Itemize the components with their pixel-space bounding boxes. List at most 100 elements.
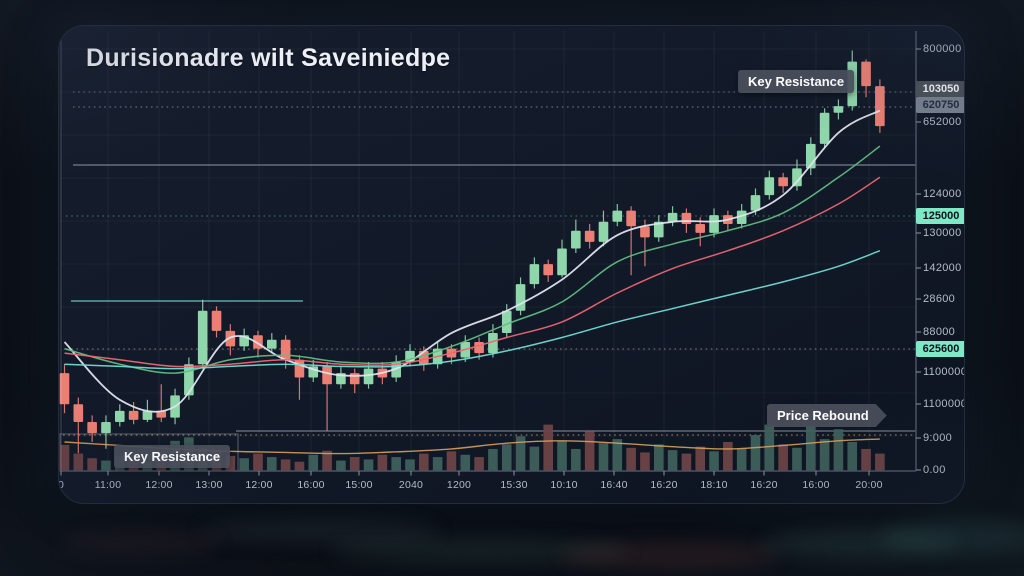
ma-slowest-line	[64, 250, 881, 370]
candle-body	[640, 226, 650, 238]
y-axis-label: 1100000	[923, 397, 965, 410]
candle-body	[142, 410, 153, 420]
candle-body	[736, 210, 747, 225]
x-axis-label: 13:00	[195, 479, 223, 491]
volume-bar	[87, 458, 97, 471]
volume-bar	[377, 454, 388, 471]
candle-body	[59, 373, 70, 405]
volume-bar	[653, 444, 664, 471]
candle-body	[792, 168, 802, 187]
ma-medium-line	[64, 145, 881, 374]
y-axis-label: 1100000	[923, 365, 965, 378]
y-axis-label: 0.00	[923, 463, 946, 476]
volume-bar	[391, 457, 401, 471]
candle-body	[626, 210, 636, 227]
volume-bar	[612, 439, 623, 471]
x-axis-label: 16:20	[750, 479, 778, 491]
candle-body	[114, 410, 125, 423]
volume-bar	[557, 440, 567, 471]
candle-body	[73, 404, 84, 423]
price-badge: 103050	[916, 81, 964, 97]
candle-body	[875, 86, 885, 127]
y-axis-label: 9:000	[923, 431, 953, 444]
volume-bar	[736, 448, 747, 471]
candle-body	[833, 106, 844, 113]
volume-bar	[501, 444, 512, 471]
volume-bar	[598, 443, 609, 471]
ma-fast-line	[63, 109, 881, 413]
y-axis-label: 88000	[923, 325, 956, 338]
volume-bar	[267, 457, 277, 471]
volume-bar	[695, 446, 706, 471]
candle-body	[515, 284, 526, 311]
candle-body	[571, 230, 581, 249]
x-axis-label: 12:00	[145, 479, 173, 491]
candle-body	[349, 373, 360, 385]
annotation-price-rebound: Price Rebound	[767, 404, 887, 427]
reflection-blob	[560, 542, 780, 568]
candle-body	[488, 333, 498, 354]
x-axis-label: 16:40	[600, 479, 628, 491]
annotation-key-resistance-bottom: Key Resistance	[114, 445, 231, 468]
candle-body	[322, 366, 332, 385]
volume-bar	[515, 436, 526, 471]
volume-bar	[543, 424, 553, 471]
candle-body	[363, 368, 374, 385]
x-axis-label: 16:00	[802, 479, 830, 491]
volume-bar	[488, 448, 498, 471]
candle-body	[709, 215, 719, 233]
x-axis-label: 20:00	[855, 479, 883, 491]
reflection-blob	[60, 530, 220, 556]
volume-bar	[819, 439, 830, 471]
volume-bar	[225, 455, 236, 471]
volume-bar	[723, 442, 733, 471]
candle-body	[598, 221, 609, 242]
candle-body	[294, 359, 305, 378]
volume-bar	[460, 454, 471, 471]
x-axis-label: 12:00	[245, 479, 273, 491]
volume-bar	[294, 461, 305, 471]
volume-bar	[73, 453, 84, 471]
ma-slow-line	[64, 176, 881, 368]
candle-body	[267, 339, 277, 349]
volume-bar	[280, 459, 291, 471]
candle-body	[695, 224, 706, 233]
volume-bar	[861, 448, 871, 471]
x-axis-label: 1200	[446, 479, 472, 491]
candle-body	[211, 310, 222, 331]
volume-bar	[419, 453, 429, 471]
volume-bar	[805, 425, 816, 471]
volume-bar	[529, 446, 540, 471]
reflection-blob	[880, 520, 1024, 554]
candle-body	[653, 221, 664, 238]
candle-body	[750, 195, 761, 211]
candle-body	[557, 248, 567, 276]
candlestick-chart[interactable]	[59, 26, 964, 503]
volume-bar	[474, 457, 484, 471]
volume-bar	[363, 459, 374, 471]
volume-bar	[667, 450, 678, 471]
candle-body	[612, 210, 623, 222]
candle-body	[128, 410, 139, 420]
volume-bar	[253, 453, 263, 471]
volume-bar	[584, 431, 595, 471]
candle-body	[819, 112, 830, 144]
volume-bar	[405, 459, 415, 471]
candle-body	[474, 341, 484, 354]
reflection-blob	[330, 538, 630, 562]
volume-bar	[681, 453, 692, 471]
volume-bar	[336, 460, 346, 471]
candle-body	[543, 264, 553, 276]
candle-body	[156, 410, 167, 418]
volume-bar	[101, 460, 111, 471]
y-axis-label: 142000	[923, 261, 962, 274]
volume-bar	[640, 452, 650, 471]
candle-body	[778, 177, 788, 187]
candle-body	[667, 212, 678, 222]
annotation-key-resistance-top: Key Resistance	[738, 70, 855, 93]
candle-body	[197, 310, 208, 365]
y-axis-label: 652000	[923, 115, 962, 128]
x-axis-label: 0	[58, 479, 65, 491]
volume-bar	[778, 444, 788, 471]
